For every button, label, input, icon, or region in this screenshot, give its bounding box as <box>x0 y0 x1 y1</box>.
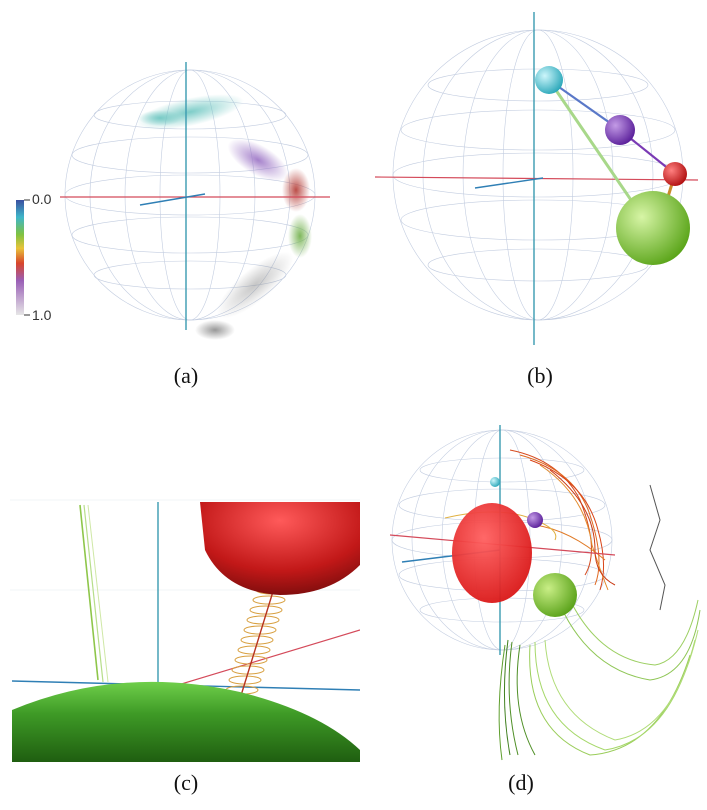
sphere-red <box>663 162 687 186</box>
green-trajectories <box>498 484 701 761</box>
panel-b-plot <box>374 12 699 345</box>
sphere-green <box>616 191 690 265</box>
sphere-green <box>533 573 577 617</box>
green-sphere-closeup <box>12 681 360 762</box>
panel-a-caption: (a) <box>173 363 199 388</box>
panel-c-caption: (c) <box>173 770 199 795</box>
panel-a-plot <box>16 62 330 340</box>
panel-d-plot <box>389 425 701 761</box>
trajectories <box>79 504 109 683</box>
point-clouds <box>136 94 312 340</box>
colorbar <box>16 199 30 316</box>
axes <box>374 12 699 345</box>
panel-a: 0.0 1.0 (a) <box>0 0 353 400</box>
sphere-red <box>452 503 532 603</box>
axes <box>60 62 330 330</box>
panel-b: (b) <box>353 0 707 400</box>
sphere-cyan <box>535 66 563 94</box>
panel-d-caption: (d) <box>508 770 534 795</box>
panel-c-plot <box>10 499 360 762</box>
sphere-cyan <box>490 477 500 487</box>
panel-b-caption: (b) <box>527 363 553 388</box>
red-sphere-closeup <box>200 502 360 595</box>
panel-d: (d) <box>360 410 707 810</box>
sphere-purple <box>605 115 635 145</box>
state-spheres <box>535 66 690 265</box>
colorbar-top-label: 0.0 <box>32 191 52 207</box>
sphere-purple <box>527 512 543 528</box>
colorbar-bottom-label: 1.0 <box>32 307 52 323</box>
red-trajectories <box>444 449 616 591</box>
panel-c: (c) <box>0 410 360 810</box>
state-spheres <box>452 477 577 617</box>
